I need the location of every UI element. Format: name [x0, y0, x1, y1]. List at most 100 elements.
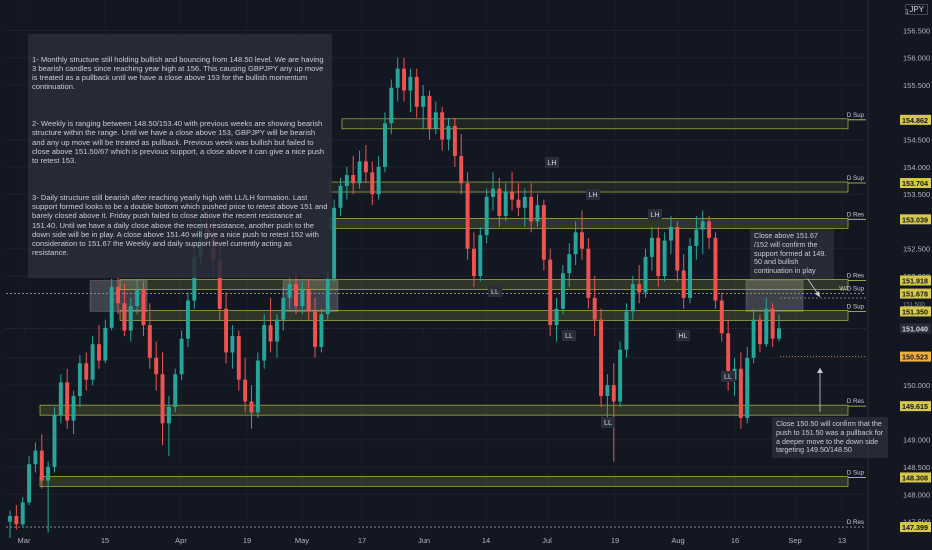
candle-body [402, 68, 407, 91]
candle-body [637, 284, 642, 293]
swing-label-bg [545, 157, 559, 168]
swing-label: HL [678, 331, 687, 340]
candle-body [630, 284, 635, 312]
candle-body [370, 172, 375, 195]
level-label: D Sup [847, 112, 865, 119]
candle-body [611, 385, 616, 402]
y-tick-label: 149.000 [903, 436, 930, 445]
swing-label: LH [650, 210, 659, 219]
currency-label[interactable]: JPY [905, 4, 928, 15]
candle-body [147, 325, 152, 358]
candle-body [8, 516, 12, 522]
candle-body [313, 311, 318, 347]
candle-body [268, 325, 273, 342]
x-tick-label: 15 [101, 536, 109, 545]
candle-body [294, 284, 298, 307]
candle-body [325, 278, 330, 315]
candle-body [440, 112, 445, 140]
candle-body [713, 237, 718, 301]
y-tick-label: 154.000 [903, 163, 930, 172]
candle-body [541, 205, 546, 260]
candle-body [306, 289, 311, 312]
price-tag [900, 472, 931, 483]
y-tick-label: 147.500 [903, 518, 930, 527]
x-tick-label: May [295, 536, 309, 545]
candle-body [236, 336, 241, 380]
swing-label: LL [724, 372, 732, 381]
candle-body [421, 95, 426, 107]
axis-background [868, 0, 932, 550]
candle-body [103, 327, 108, 361]
candle-body [128, 306, 133, 331]
price-tag [900, 114, 931, 125]
candle-body [46, 466, 51, 481]
candle-body [116, 286, 121, 304]
candle-body [389, 87, 394, 124]
candle-body [497, 188, 502, 216]
candle-body [166, 406, 171, 424]
candle-body [344, 175, 349, 186]
level-zone [39, 476, 849, 487]
x-tick-label: 17 [358, 536, 366, 545]
candle-body [20, 502, 25, 525]
candle-body [675, 226, 680, 271]
candle-body [662, 240, 667, 276]
candle-body [700, 221, 705, 230]
candle-body [452, 125, 457, 156]
candle-body [357, 161, 362, 184]
level-zone [341, 118, 849, 130]
level-label: D Res [847, 211, 864, 218]
level-label: W/D Sup [839, 286, 864, 293]
price-tag-label: 148.308 [902, 473, 928, 482]
level-label: D Sup [847, 303, 865, 310]
candle-body [319, 314, 324, 347]
candle-body [751, 319, 756, 358]
candles [8, 57, 781, 538]
annotations: D Sup D Sup D Res D Res W/D Sup D Sup D Res D S… [488, 112, 866, 526]
y-tick-label: 148.000 [903, 490, 930, 499]
candle-body [592, 297, 597, 320]
y-tick-label: 148.500 [903, 463, 930, 472]
candle-body [71, 396, 76, 421]
level-label: D Sup [847, 469, 865, 476]
candle-body [224, 308, 229, 353]
x-tick-label: 13 [838, 536, 846, 545]
candle-body [535, 205, 540, 222]
candle-body [548, 259, 553, 326]
candle-body [192, 256, 197, 301]
candle-body [529, 196, 534, 222]
candle-body [109, 286, 114, 328]
marker-tag [900, 351, 931, 362]
level-zone [329, 218, 849, 229]
candle-body [719, 300, 724, 334]
candle-body [465, 183, 470, 249]
bearish-scenario-note: Close 150.50 will confirm that the push … [772, 417, 888, 459]
candle-body [217, 259, 222, 309]
candle-body [522, 196, 527, 208]
swing-label-bg [488, 286, 502, 297]
y-tick-label: 156.500 [903, 26, 930, 35]
swing-label: LL [565, 331, 573, 340]
swing-label: LH [588, 190, 597, 199]
candle-body [745, 357, 750, 418]
candle-body [554, 308, 559, 326]
candle-body [694, 229, 699, 246]
candle-body [14, 516, 19, 525]
price-tag-label: 153.039 [902, 215, 928, 224]
level-zone [119, 310, 849, 321]
candle-body [586, 248, 591, 298]
arrow-up-head [815, 291, 820, 297]
x-tick-label: 19 [243, 536, 251, 545]
candle-body [414, 76, 419, 107]
candle-body [179, 338, 184, 375]
candle-body [599, 319, 604, 397]
price-tag-label: 151.918 [902, 276, 928, 285]
candle-body [281, 297, 286, 320]
candle-body [573, 232, 578, 255]
y-tick-label: 154.500 [903, 136, 930, 145]
candle-body [97, 344, 101, 361]
price-tag-label: 153.704 [902, 179, 928, 188]
candle-body [668, 226, 673, 241]
candle-body [510, 191, 515, 200]
candle-body [135, 289, 140, 307]
